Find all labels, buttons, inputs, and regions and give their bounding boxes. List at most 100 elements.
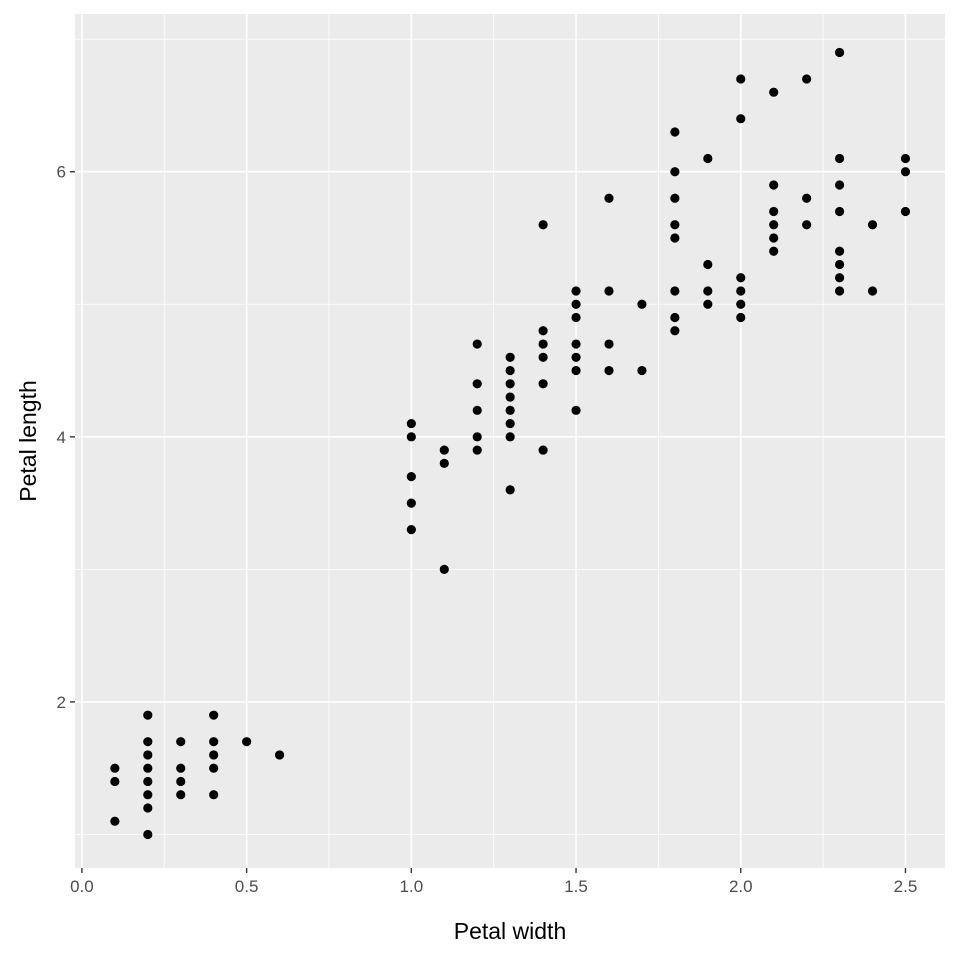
data-point <box>571 286 581 296</box>
data-point <box>670 326 680 336</box>
data-point <box>637 299 647 309</box>
y-tick-label: 2 <box>57 693 66 712</box>
data-point <box>571 339 581 349</box>
data-point <box>769 206 779 217</box>
data-point <box>505 485 515 495</box>
data-point <box>143 803 153 813</box>
x-axis-title: Petal width <box>454 918 567 944</box>
data-point <box>209 763 219 773</box>
data-point <box>703 299 713 309</box>
data-point <box>472 405 482 415</box>
data-point <box>802 74 812 84</box>
data-point <box>505 405 515 415</box>
data-point <box>406 525 416 535</box>
data-point <box>736 114 746 124</box>
x-tick-label: 1.5 <box>564 877 588 896</box>
data-point <box>538 352 548 362</box>
data-point <box>703 286 713 296</box>
x-tick-label: 2.5 <box>894 877 918 896</box>
data-point <box>110 776 120 787</box>
data-point <box>703 259 713 270</box>
x-tick-label: 0.0 <box>70 877 94 896</box>
data-point <box>505 392 515 402</box>
grid-lines <box>75 14 945 868</box>
data-point <box>670 220 680 230</box>
data-point <box>242 737 252 747</box>
data-point <box>900 167 911 177</box>
data-point <box>834 286 845 296</box>
data-point <box>571 352 581 362</box>
data-point <box>736 299 746 309</box>
data-point <box>406 471 416 482</box>
y-axis-title: Petal length <box>15 380 41 501</box>
data-point <box>505 352 515 362</box>
data-point <box>769 220 779 230</box>
data-point <box>143 763 153 773</box>
data-point <box>143 790 153 800</box>
data-point <box>538 326 548 336</box>
data-point <box>505 365 515 376</box>
y-tick-label: 6 <box>57 163 66 182</box>
data-point <box>834 153 845 164</box>
data-point <box>406 432 416 442</box>
data-point <box>802 193 812 203</box>
x-tick-label: 0.5 <box>235 877 259 896</box>
data-point <box>110 763 120 773</box>
data-point <box>143 710 153 720</box>
data-point <box>834 246 845 256</box>
data-point <box>670 167 680 177</box>
data-point <box>769 246 779 256</box>
data-point <box>571 299 581 309</box>
data-point <box>670 233 680 243</box>
data-point <box>406 498 416 508</box>
data-point <box>571 405 581 415</box>
data-point <box>538 339 548 349</box>
data-point <box>867 286 878 296</box>
data-point <box>802 220 812 230</box>
data-point <box>670 312 680 323</box>
data-point <box>472 445 482 455</box>
data-point <box>670 127 680 137</box>
data-point <box>834 273 845 283</box>
x-tick-label: 1.0 <box>400 877 424 896</box>
data-point <box>736 74 746 84</box>
data-point <box>472 432 482 442</box>
data-point <box>604 365 614 376</box>
data-point <box>604 286 614 296</box>
data-point <box>472 339 482 349</box>
axes: 0.0 0.5 1.0 1.5 2.0 2.5 2 4 6 <box>57 163 918 896</box>
data-point <box>209 737 219 747</box>
data-point <box>900 153 911 164</box>
data-point <box>176 776 186 787</box>
data-point <box>736 273 746 283</box>
data-point <box>143 737 153 747</box>
data-point <box>736 312 746 323</box>
data-point <box>505 418 515 429</box>
data-point <box>769 87 779 97</box>
data-point <box>900 206 911 217</box>
data-point <box>472 379 482 389</box>
data-point <box>571 312 581 323</box>
data-point <box>538 379 548 389</box>
data-point <box>736 286 746 296</box>
data-point <box>439 564 449 574</box>
data-point <box>834 47 845 58</box>
data-point <box>209 710 219 720</box>
data-point <box>176 790 186 800</box>
data-point <box>110 816 120 826</box>
y-tick-label: 4 <box>57 428 66 447</box>
data-point <box>538 445 548 455</box>
data-point <box>143 750 153 760</box>
data-point <box>769 180 779 190</box>
data-point <box>670 193 680 203</box>
data-point <box>604 339 614 349</box>
data-point <box>406 418 416 429</box>
data-point <box>834 180 845 190</box>
data-points <box>110 47 911 840</box>
data-point <box>834 259 845 270</box>
data-point <box>538 220 548 230</box>
data-point <box>209 790 219 800</box>
data-point <box>143 776 153 787</box>
data-point <box>505 379 515 389</box>
